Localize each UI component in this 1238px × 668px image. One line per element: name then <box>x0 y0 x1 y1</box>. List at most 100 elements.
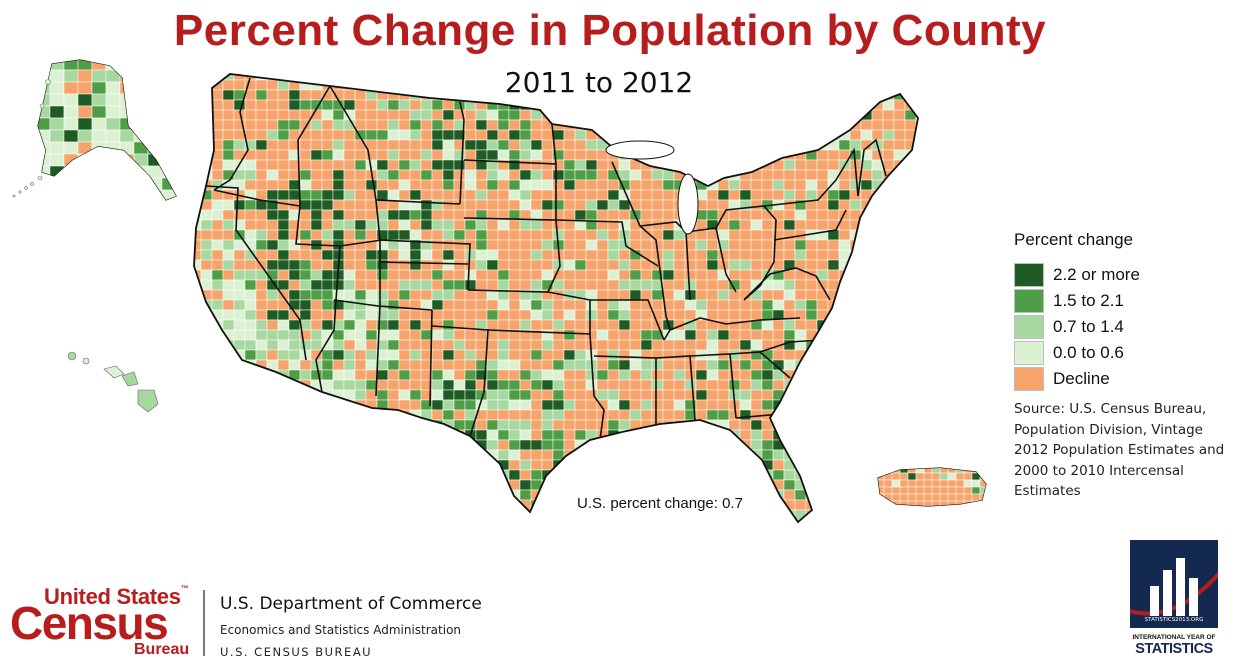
county-cell <box>805 79 818 91</box>
county-cell <box>299 469 312 481</box>
county-cell <box>431 99 444 111</box>
county-cell <box>860 259 873 271</box>
county-cell <box>343 409 356 421</box>
county-cell <box>519 519 532 522</box>
county-cell <box>783 219 796 231</box>
county-cell <box>200 339 213 351</box>
county-cell <box>915 493 925 502</box>
county-cell <box>541 489 554 501</box>
county-cell <box>860 119 873 131</box>
county-cell <box>849 349 862 361</box>
county-cell <box>563 409 576 421</box>
county-cell <box>475 469 488 481</box>
county-cell <box>618 449 631 461</box>
county-cell <box>387 189 400 201</box>
county-cell <box>277 419 290 431</box>
county-cell <box>805 299 818 311</box>
county-cell <box>640 129 653 141</box>
county-cell <box>77 165 93 179</box>
county-cell <box>607 239 620 251</box>
county-cell <box>882 399 895 411</box>
county-cell <box>343 439 356 451</box>
county-cell <box>200 409 213 421</box>
county-cell <box>931 479 941 488</box>
county-cell <box>266 379 279 391</box>
county-cell <box>486 119 499 131</box>
county-cell <box>49 117 65 131</box>
county-cell <box>376 189 389 201</box>
county-cell <box>431 449 444 461</box>
county-cell <box>288 189 301 201</box>
county-cell <box>915 472 925 481</box>
county-cell <box>585 459 598 471</box>
county-cell <box>772 449 785 461</box>
county-cell <box>750 419 763 431</box>
county-cell <box>376 239 389 251</box>
county-cell <box>607 299 620 311</box>
county-cell <box>105 129 121 143</box>
county-cell <box>119 165 135 179</box>
county-cell <box>194 449 202 461</box>
county-cell <box>761 99 774 111</box>
county-cell <box>860 449 873 461</box>
county-cell <box>497 269 510 281</box>
county-cell <box>497 389 510 401</box>
county-cell <box>530 439 543 451</box>
county-cell <box>310 139 323 151</box>
county-cell <box>838 469 851 481</box>
county-cell <box>783 189 796 201</box>
county-cell <box>827 239 840 251</box>
county-cell <box>398 479 411 491</box>
county-cell <box>618 459 631 471</box>
county-cell <box>849 339 862 351</box>
county-cell <box>420 489 433 501</box>
county-cell <box>453 349 466 361</box>
county-cell <box>883 486 893 495</box>
county-cell <box>266 519 279 522</box>
county-cell <box>354 149 367 161</box>
county-cell <box>222 319 235 331</box>
county-cell <box>541 259 554 271</box>
county-cell <box>794 429 807 441</box>
county-cell <box>211 329 224 341</box>
county-cell <box>409 309 422 321</box>
county-cell <box>915 449 918 461</box>
county-cell <box>955 472 965 481</box>
county-cell <box>893 239 906 251</box>
county-cell <box>695 99 708 111</box>
county-cell <box>365 509 378 521</box>
county-cell <box>508 439 521 451</box>
county-cell <box>695 74 708 81</box>
county-cell <box>299 139 312 151</box>
county-cell <box>453 159 466 171</box>
county-cell <box>321 249 334 261</box>
county-cell <box>827 179 840 191</box>
county-cell <box>376 389 389 401</box>
county-cell <box>684 469 697 481</box>
county-cell <box>194 419 202 431</box>
county-cell <box>816 74 829 81</box>
county-cell <box>717 299 730 311</box>
county-cell <box>931 472 941 481</box>
county-cell <box>133 141 149 155</box>
legend-swatch <box>1014 263 1044 287</box>
county-cell <box>332 449 345 461</box>
county-cell <box>255 399 268 411</box>
county-cell <box>574 209 587 221</box>
county-cell <box>211 339 224 351</box>
county-cell <box>365 429 378 441</box>
county-cell <box>794 99 807 111</box>
county-cell <box>431 199 444 211</box>
county-cell <box>816 439 829 451</box>
county-cell <box>662 479 675 491</box>
county-cell <box>728 149 741 161</box>
county-cell <box>442 199 455 211</box>
county-cell <box>387 129 400 141</box>
county-cell <box>321 139 334 151</box>
county-cell <box>739 179 752 191</box>
county-cell <box>409 209 422 221</box>
county-cell <box>893 459 906 471</box>
stats-logo-line2: STATISTICS <box>1135 641 1213 657</box>
county-cell <box>915 519 918 522</box>
county-cell <box>552 509 565 521</box>
